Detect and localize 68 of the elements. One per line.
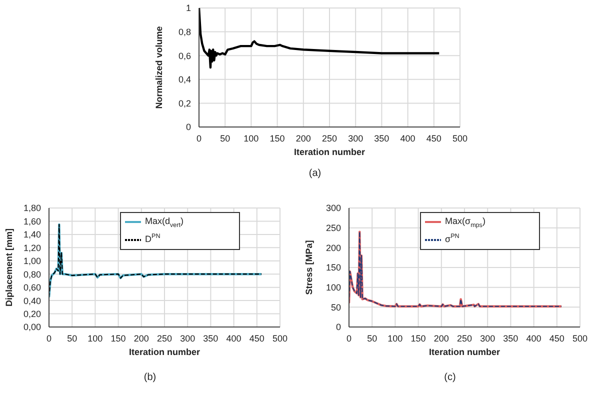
y-tick-label: 250 [326, 223, 341, 234]
x-axis-title: Iteration number [428, 347, 500, 357]
y-tick-label: 200 [326, 242, 341, 253]
y-tick-label: 1,60 [23, 216, 41, 226]
x-tick-label: 400 [526, 333, 542, 344]
text: (b) [142, 372, 158, 383]
y-tick-label: 1 [186, 3, 191, 14]
x-tick-label: 200 [434, 333, 449, 344]
x-tick-label: 0 [46, 333, 52, 344]
y-tick-label: 0,4 [178, 74, 191, 85]
x-tick-label: 100 [388, 333, 403, 344]
x-tick-label: 450 [249, 333, 264, 344]
x-tick-label: 0 [346, 333, 352, 344]
x-tick-label: 300 [348, 133, 364, 144]
x-tick-label: 150 [270, 133, 285, 144]
y-tick-label: 0,2 [178, 98, 191, 108]
x-tick-label: 350 [374, 133, 390, 144]
x-tick-label: 50 [67, 333, 78, 344]
y-tick-label: 0,40 [23, 296, 41, 306]
x-tick-label: 500 [452, 133, 468, 144]
y-tick-label: 0,80 [23, 269, 41, 280]
x-tick-label: 400 [400, 133, 416, 144]
line-series [199, 8, 440, 69]
legend-label: D$^{PN}$ [145, 233, 160, 244]
y-tick-label: 0,60 [23, 282, 41, 293]
y-tick-label: 50 [330, 302, 341, 312]
x-tick-label: 0 [196, 133, 202, 144]
y-tick-label: 1,00 [23, 256, 41, 266]
x-tick-label: 100 [244, 133, 259, 144]
y-tick-label: 1,40 [23, 230, 41, 240]
y-axis-title: Normalized volume [154, 26, 164, 109]
legend-label: Max(d$_{vert}$) [145, 216, 184, 230]
y-tick-label: 1,20 [23, 242, 41, 253]
text: (c) [443, 372, 457, 383]
x-tick-label: 500 [572, 333, 588, 344]
x-tick-label: 150 [410, 333, 426, 344]
y-tick-label: 0,20 [23, 308, 41, 319]
x-tick-label: 450 [549, 333, 564, 344]
x-tick-label: 100 [88, 333, 103, 344]
x-tick-label: 150 [110, 333, 126, 344]
text: (a) [308, 168, 322, 179]
x-tick-label: 350 [203, 333, 218, 344]
x-tick-label: 200 [296, 133, 311, 144]
x-tick-label: 400 [226, 333, 242, 344]
x-tick-label: 500 [272, 333, 288, 344]
y-axis-title: Diplacement [mm] [4, 228, 14, 307]
y-axis-title: Stress [MPa] [304, 240, 314, 295]
x-tick-label: 450 [426, 133, 442, 144]
y-tick-label: 0 [186, 122, 191, 132]
x-tick-label: 250 [456, 333, 472, 344]
y-tick-label: 0,6 [178, 50, 191, 61]
x-tick-label: 50 [220, 133, 230, 144]
x-tick-label: 300 [480, 333, 496, 344]
x-tick-label: 250 [156, 333, 172, 344]
y-tick-label: 0,00 [23, 322, 41, 332]
x-axis-title: Iteration number [128, 347, 200, 357]
legend-label: σ$^{PN}$ [445, 233, 460, 244]
y-tick-label: 150 [326, 262, 341, 273]
y-tick-label: 100 [326, 282, 341, 293]
legend-label: Max(σ$_{mps}$) [445, 216, 486, 230]
x-tick-label: 50 [367, 333, 378, 344]
y-tick-label: 300 [326, 203, 341, 214]
y-tick-label: 0,8 [178, 26, 191, 37]
y-tick-label: 0 [336, 322, 341, 332]
x-tick-label: 200 [134, 333, 149, 344]
y-tick-label: 1,80 [23, 203, 41, 214]
x-tick-label: 350 [503, 333, 518, 344]
x-axis-title: Iteration number [294, 147, 366, 157]
